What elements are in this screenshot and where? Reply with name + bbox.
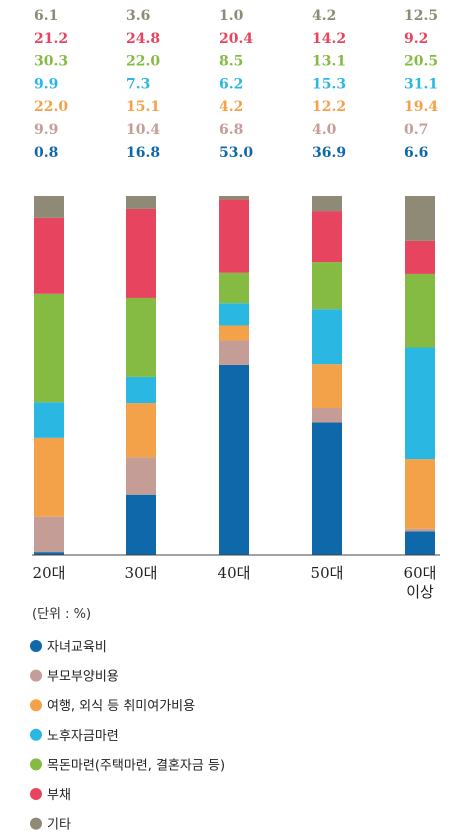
- value-label: 36.9: [312, 145, 346, 161]
- value-label: 9.2: [404, 31, 428, 47]
- value-label: 20.4: [219, 31, 253, 47]
- value-label: 1.0: [219, 8, 244, 24]
- legend-swatch: [30, 758, 42, 771]
- legend-label: 여행, 외식 등 취미여가비용: [47, 698, 195, 714]
- bar-segment: [312, 309, 342, 365]
- legend-label: 목돈마련(주택마련, 결혼자금 등): [47, 758, 225, 773]
- legend-label: 자녀교육비: [47, 640, 107, 655]
- bar-segment: [219, 364, 249, 555]
- legend-swatch: [30, 640, 42, 652]
- value-label: 4.0: [312, 122, 337, 138]
- bar-segment: [405, 528, 435, 532]
- value-label: 9.9: [34, 122, 58, 138]
- legend-label: 부채: [47, 788, 71, 803]
- value-label: 13.1: [312, 54, 346, 70]
- value-label: 6.6: [404, 145, 428, 161]
- value-label: 12.2: [312, 99, 346, 115]
- legend-swatch: [30, 669, 42, 682]
- x-tick-label: 60대 이상: [404, 564, 437, 601]
- x-tick-label: 20대: [33, 564, 66, 582]
- bar-segment: [219, 325, 249, 341]
- bar-segment: [312, 211, 342, 263]
- bar-segment: [34, 217, 64, 294]
- value-label: 14.2: [312, 31, 346, 47]
- bar-segment: [405, 273, 435, 348]
- bar-segment: [126, 494, 156, 555]
- bar-segment: [126, 457, 156, 495]
- value-label: 9.9: [34, 76, 58, 92]
- legend-swatch: [30, 788, 42, 800]
- bar-segment: [312, 262, 342, 310]
- value-label: 12.5: [404, 8, 438, 24]
- bar-segment: [219, 196, 249, 200]
- bars: [34, 196, 435, 555]
- value-label: 8.5: [219, 54, 243, 70]
- value-label: 15.3: [312, 76, 346, 92]
- value-label: 4.2: [312, 8, 336, 24]
- value-label: 7.3: [126, 76, 150, 92]
- x-axis-ticks: 20대 30대 40대 50대 60대 이상: [33, 564, 437, 601]
- x-tick-label: 50대: [311, 564, 344, 582]
- bar-segment: [312, 408, 342, 423]
- bar-segment: [312, 196, 342, 212]
- value-label: 30.3: [34, 54, 68, 70]
- value-label: 6.1: [34, 8, 58, 24]
- value-label: 22.0: [34, 99, 68, 115]
- value-label: 0.7: [404, 122, 428, 138]
- bar-segment: [312, 422, 342, 555]
- bar-segment: [34, 293, 64, 403]
- bar-segment: [126, 376, 156, 404]
- x-tick-label: 30대: [125, 564, 158, 582]
- x-tick-label: 40대: [218, 564, 251, 582]
- bar-segment: [34, 196, 64, 218]
- bar-segment: [219, 340, 249, 365]
- legend-swatch: [30, 817, 42, 830]
- value-label: 15.1: [126, 99, 160, 115]
- legend-swatch: [30, 699, 42, 712]
- value-label: 10.4: [126, 122, 160, 138]
- value-label: 21.2: [34, 31, 68, 47]
- unit-label: (단위 : %): [32, 607, 91, 622]
- bar-segment: [34, 437, 64, 517]
- bar-segment: [126, 196, 156, 209]
- value-label: 24.8: [126, 31, 160, 47]
- bar-segment: [405, 196, 435, 241]
- value-label: 22.0: [126, 54, 160, 70]
- bar-segment: [405, 531, 435, 555]
- value-label: 53.0: [219, 145, 253, 161]
- value-label: 19.4: [404, 99, 438, 115]
- value-label: 3.6: [126, 8, 150, 24]
- bar-segment: [405, 459, 435, 529]
- bar-segment: [405, 240, 435, 274]
- bar-segment: [126, 297, 156, 377]
- value-table: 6.1 3.6 1.0 4.2 12.5 21.2 24.8 20.4 14.2 9.2 30.3 2…: [34, 8, 438, 161]
- legend-label: 기타: [47, 818, 71, 832]
- value-label: 20.5: [404, 54, 438, 70]
- bar-segment: [126, 403, 156, 458]
- bar-segment: [312, 364, 342, 409]
- value-label: 6.2: [219, 76, 243, 92]
- value-label: 6.8: [219, 122, 243, 138]
- bar-segment: [34, 552, 64, 555]
- bar-segment: [219, 303, 249, 326]
- bar-segment: [219, 199, 249, 273]
- value-label: 16.8: [126, 145, 160, 161]
- bar-segment: [219, 272, 249, 304]
- legend-label: 부모부양비용: [47, 670, 119, 685]
- bar-segment: [34, 402, 64, 438]
- legend-label: 노후자금마련: [47, 729, 119, 744]
- value-label: 0.8: [34, 145, 58, 161]
- bar-segment: [126, 208, 156, 298]
- bar-segment: [405, 347, 435, 460]
- legend-swatch: [30, 728, 42, 741]
- value-label: 31.1: [404, 76, 438, 92]
- value-label: 4.2: [219, 99, 243, 115]
- bar-segment: [34, 516, 64, 553]
